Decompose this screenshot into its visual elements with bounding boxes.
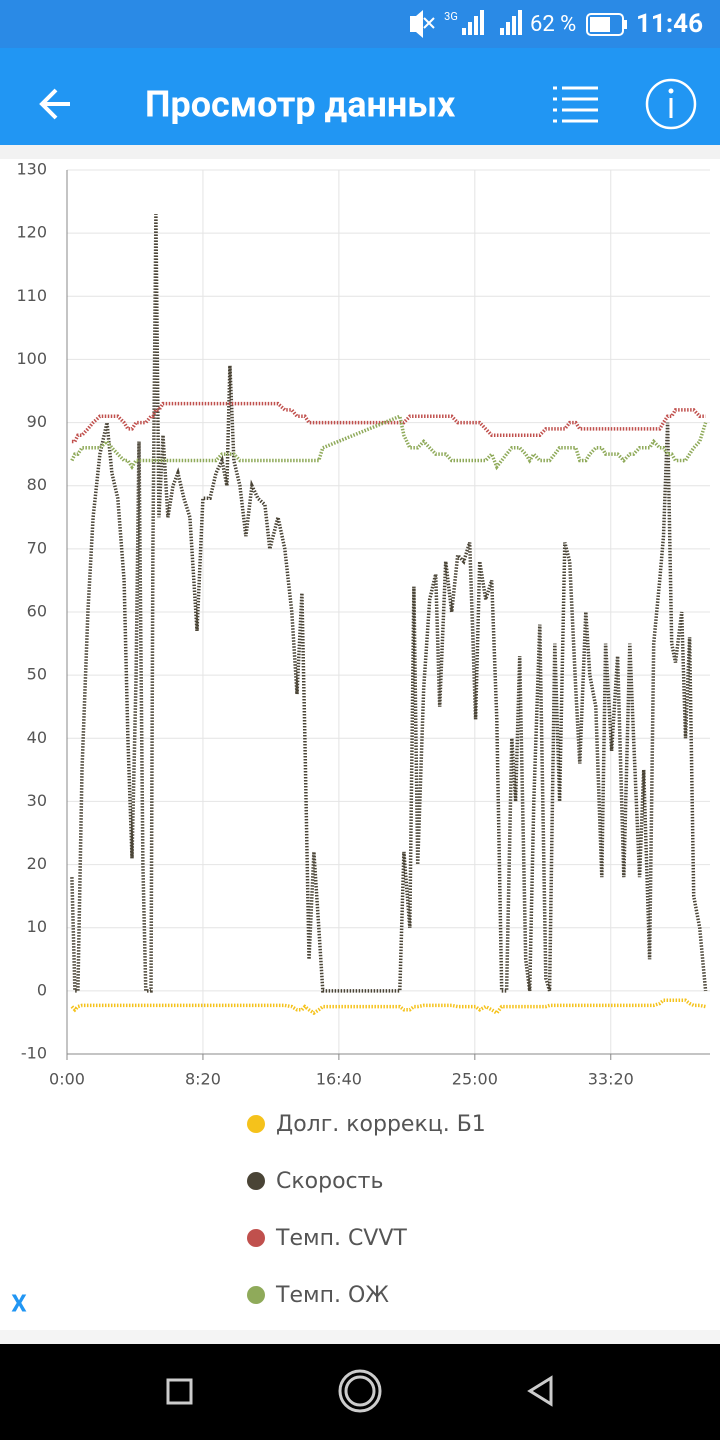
y-tick-label: 20 [27, 854, 47, 873]
y-tick-label: 70 [27, 538, 47, 557]
battery-fill [590, 17, 610, 32]
list-button[interactable] [553, 86, 598, 123]
back-button[interactable] [39, 88, 70, 120]
battery-tip [624, 20, 627, 29]
signal-bar [480, 10, 484, 35]
y-tick-label: 10 [27, 917, 47, 936]
y-tick-label: 40 [27, 728, 47, 747]
series-line [71, 401, 706, 444]
signal-bar [518, 10, 522, 35]
y-tick-label: 0 [37, 980, 47, 999]
x-tick-label: 0:00 [49, 1070, 85, 1089]
y-tick-label: 130 [16, 160, 47, 179]
x-tick-label: 8:20 [185, 1070, 221, 1089]
y-tick-label: 120 [16, 223, 47, 242]
legend-label: Темп. ОЖ [275, 1283, 389, 1308]
y-tick-label: 60 [27, 602, 47, 621]
legend-swatch [247, 1172, 265, 1190]
home-button[interactable] [338, 1369, 382, 1413]
chart-top-strip [0, 145, 720, 159]
network-type: 3G [444, 10, 458, 23]
y-tick-label: 110 [16, 286, 47, 305]
status-icons: 3G 62 % 11:46 [410, 9, 703, 39]
axis-toggle[interactable]: X [11, 1289, 26, 1317]
signal-bar [462, 28, 466, 35]
y-tick-label: -10 [21, 1044, 47, 1063]
back-nav-button[interactable] [527, 1375, 553, 1407]
legend-swatch [247, 1229, 265, 1247]
legend-label: Долг. коррекц. Б1 [276, 1112, 486, 1137]
y-tick-label: 90 [27, 412, 47, 431]
legend-label: Скорость [276, 1169, 383, 1194]
signal-bar [474, 16, 478, 35]
battery-level: 62 % [530, 12, 576, 37]
signal-bar [500, 28, 504, 35]
clock: 11:46 [636, 9, 703, 39]
signal-bar [506, 22, 510, 35]
mute-cross [423, 17, 435, 29]
nav-bar [0, 1344, 720, 1440]
series-line [70, 413, 708, 471]
y-tick-label: 80 [27, 475, 47, 494]
signal-bar [512, 16, 516, 35]
x-tick-label: 33:20 [588, 1070, 634, 1089]
y-tick-label: 50 [27, 665, 47, 684]
x-tick-label: 16:40 [316, 1070, 362, 1089]
app-title: Просмотр данных [145, 84, 456, 126]
signal-bar [468, 22, 472, 35]
battery-outline [586, 13, 624, 36]
bottom-strip [0, 1330, 720, 1344]
legend-swatch [247, 1115, 265, 1133]
recents-button[interactable] [166, 1378, 193, 1405]
series-line [70, 998, 706, 1016]
info-button[interactable] [645, 78, 697, 130]
status-bar [0, 0, 720, 48]
series-line [70, 214, 708, 993]
mute-icon [410, 10, 423, 38]
legend-label: Темп. CVVT [275, 1226, 407, 1251]
y-tick-label: 30 [27, 791, 47, 810]
y-tick-label: 100 [16, 349, 47, 368]
legend-swatch [247, 1286, 265, 1304]
x-tick-label: 25:00 [452, 1070, 498, 1089]
app-bar [0, 48, 720, 145]
plot: -10 0 10 20 30 40 50 60 70 80 90 100 110 120 130 0:00 8:… [16, 160, 710, 1089]
